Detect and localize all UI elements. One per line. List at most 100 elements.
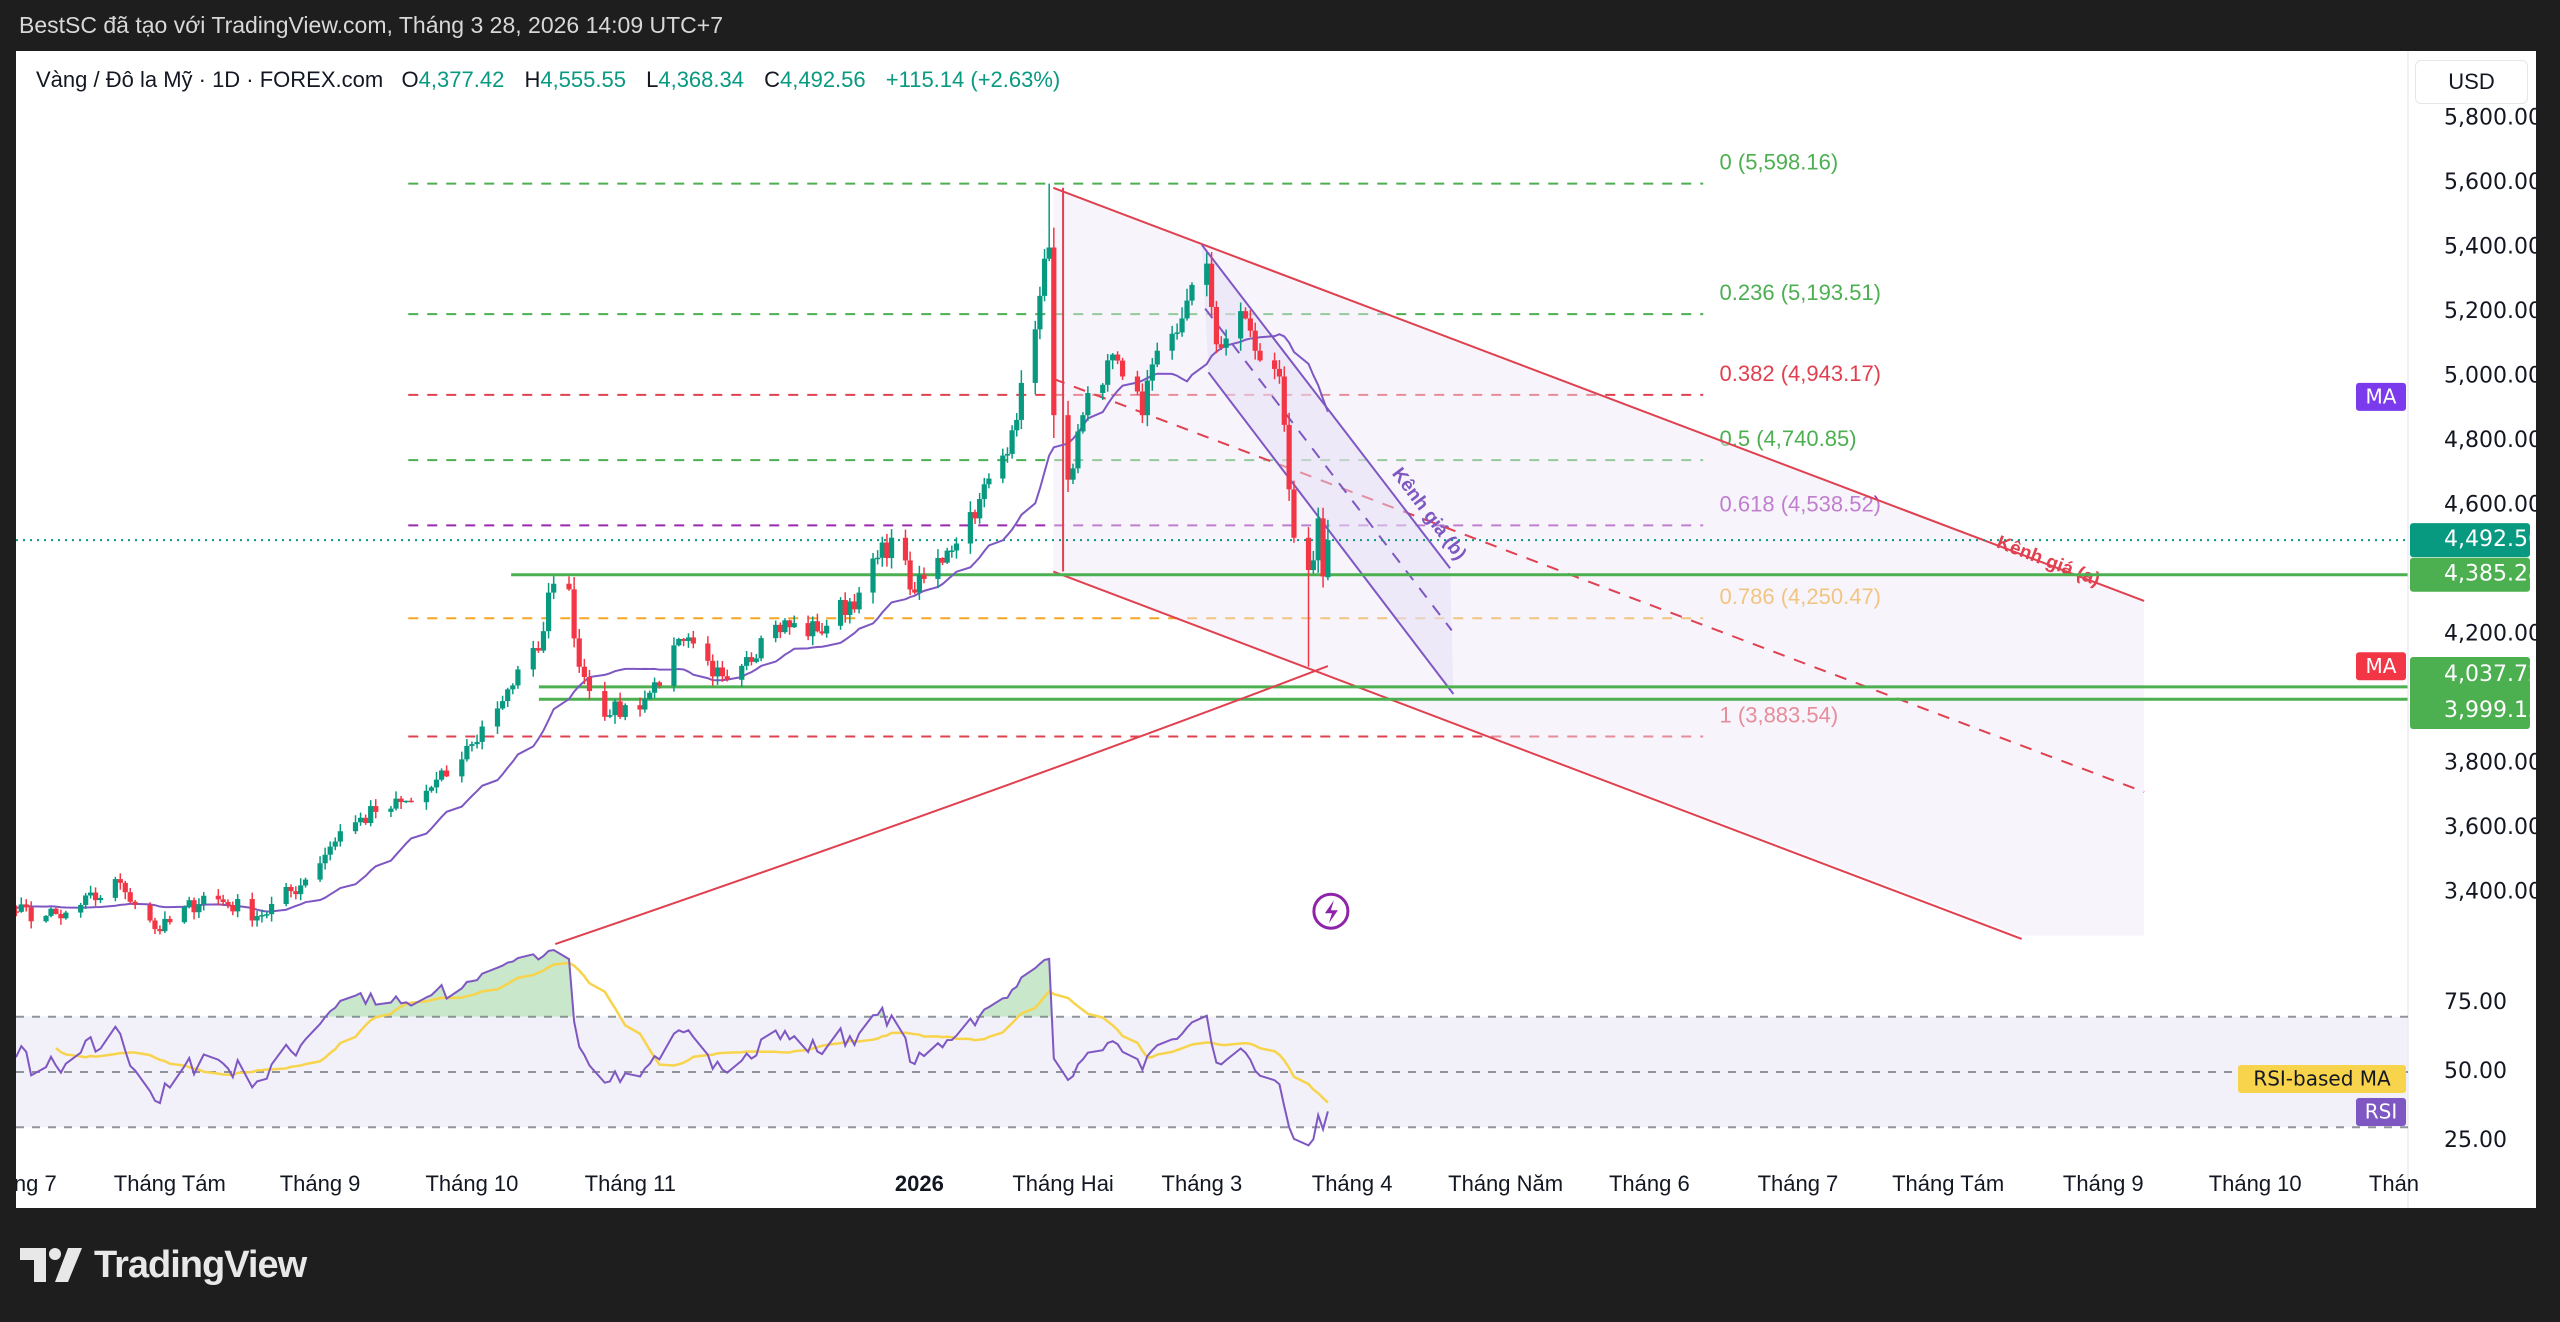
candle [1320, 507, 1326, 588]
candle [43, 915, 49, 923]
candle [16, 905, 19, 917]
candle-body [1100, 384, 1106, 394]
candle [1276, 359, 1283, 384]
candle [499, 695, 506, 710]
candle [23, 899, 29, 912]
candle-body [1169, 333, 1175, 351]
candle [444, 765, 450, 778]
candle-body [225, 902, 231, 906]
candle [1139, 383, 1146, 424]
rsi-axis-label: 75.00 [2444, 990, 2507, 1015]
ma-long-badge: MA [2366, 654, 2397, 678]
lightning-event-icon[interactable] [1312, 892, 1350, 930]
tradingview-logo-icon [20, 1248, 82, 1282]
candle [363, 814, 369, 825]
candle [332, 837, 338, 851]
candle [48, 907, 54, 918]
rsi-axis-label: 50.00 [2444, 1059, 2507, 1084]
candle [1000, 448, 1006, 484]
ma-short-badge-bg [2356, 382, 2406, 411]
candle [28, 901, 34, 929]
candle-body [122, 882, 128, 893]
level-tag: 4,385.28 [2444, 562, 2536, 587]
candle-body [1154, 350, 1160, 365]
candle [545, 582, 552, 639]
candle-body [167, 918, 173, 923]
candle-body [545, 592, 552, 632]
candle [902, 529, 909, 566]
candle-body [1257, 350, 1263, 361]
time-axis-label: Tháng 10 [425, 1171, 518, 1196]
candle [408, 797, 414, 803]
main-pane: 0 (5,598.16) 0.236 (5,193.51) 0.382 (4,943… [16, 150, 2408, 946]
candle-body [352, 822, 359, 832]
candle [1105, 353, 1111, 392]
price-chart[interactable]: 0 (5,598.16) 0.236 (5,193.51) 0.382 (4,943… [16, 51, 2536, 1208]
candle [1208, 251, 1215, 317]
candle-body [357, 817, 364, 823]
candle [714, 660, 721, 685]
candle-body [671, 645, 677, 686]
candle-body [1046, 247, 1052, 259]
candle-body [571, 589, 577, 639]
chart-panel[interactable]: Vàng / Đô la Mỹ · 1D · FOREX.com O4,377.… [16, 51, 2536, 1208]
candle [393, 791, 399, 811]
tradingview-logo[interactable]: TradingView [20, 1243, 307, 1287]
candle [357, 812, 364, 826]
candle-body [842, 599, 848, 615]
candle [581, 658, 587, 685]
candle [1032, 320, 1038, 395]
candle-body [916, 574, 922, 593]
candle-body [1242, 311, 1249, 319]
candle [647, 690, 653, 700]
change-value: +115.14 (+2.63%) [885, 67, 1061, 92]
candle-body [1238, 311, 1244, 339]
candle [1286, 412, 1292, 501]
candle-body [494, 708, 501, 727]
price-axis-label: 5,800.00 [2444, 106, 2536, 131]
time-axis-label: Tháng 4 [1312, 1171, 1393, 1196]
candle-body [879, 542, 885, 558]
candle-body [1315, 518, 1321, 561]
price-axis-label: 3,600.00 [2444, 815, 2536, 840]
candle [753, 654, 759, 664]
candle-body [433, 779, 440, 788]
candle-body [777, 624, 783, 633]
price-axis-label: 4,200.00 [2444, 622, 2536, 647]
candle [744, 651, 750, 671]
candle-body [949, 550, 955, 552]
candle [690, 630, 696, 649]
candle [215, 889, 221, 905]
candle [705, 636, 711, 666]
candle [1325, 519, 1331, 581]
candle [494, 701, 501, 734]
candle-body [1281, 376, 1287, 425]
candle [1179, 307, 1185, 337]
tradingview-logo-text: TradingView [94, 1243, 307, 1286]
candle-body [317, 863, 323, 880]
candle-body [162, 918, 168, 932]
time-axis-label: Tháng 3 [1162, 1171, 1243, 1196]
time-axis-label: Thán [2369, 1171, 2419, 1196]
candle-body [235, 899, 241, 912]
candle-body [1184, 300, 1190, 319]
candle [748, 652, 755, 666]
ma-short-badge: MA [2366, 384, 2397, 408]
candle [122, 880, 128, 900]
candle-body [642, 699, 648, 710]
candle-body [1037, 295, 1043, 330]
candle-body [181, 907, 187, 923]
candle-body [388, 808, 394, 812]
candle-body [791, 623, 797, 628]
candle [403, 800, 409, 804]
candle [642, 690, 648, 713]
currency-button[interactable]: USD [2415, 60, 2528, 104]
last-price-tag: 4,492.56 [2444, 527, 2536, 552]
candle-body [622, 705, 628, 717]
channel-a-middle [1052, 377, 2145, 793]
candle-body [1085, 393, 1091, 416]
time-axis-label: Tháng 7 [16, 1171, 57, 1196]
candle-body [814, 621, 820, 632]
candle [681, 637, 687, 647]
symbol-name[interactable]: Vàng / Đô la Mỹ · 1D · FOREX.com [36, 67, 384, 92]
